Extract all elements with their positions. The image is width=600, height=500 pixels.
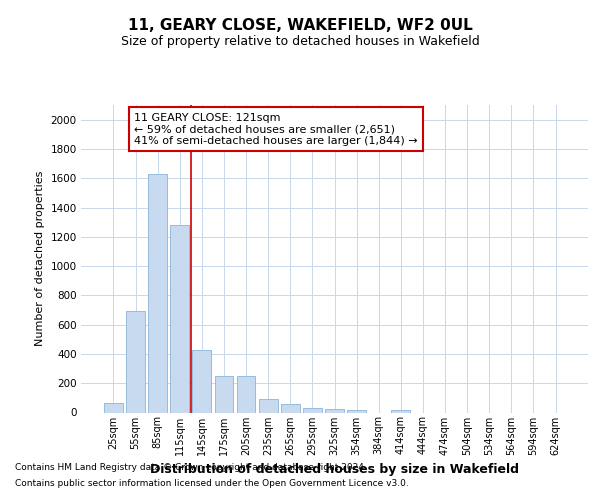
Bar [193,350,211,412]
Bar [236,376,256,412]
Bar [281,404,299,412]
Bar [148,174,167,412]
Bar [303,408,322,412]
Y-axis label: Number of detached properties: Number of detached properties [35,171,45,346]
Text: 11 GEARY CLOSE: 121sqm
← 59% of detached houses are smaller (2,651)
41% of semi-: 11 GEARY CLOSE: 121sqm ← 59% of detached… [134,112,418,146]
Text: 11, GEARY CLOSE, WAKEFIELD, WF2 0UL: 11, GEARY CLOSE, WAKEFIELD, WF2 0UL [128,18,472,32]
Bar [325,409,344,412]
Bar [215,376,233,412]
Text: Size of property relative to detached houses in Wakefield: Size of property relative to detached ho… [121,35,479,48]
Text: Contains public sector information licensed under the Open Government Licence v3: Contains public sector information licen… [15,478,409,488]
Bar [259,400,278,412]
Bar [391,410,410,412]
Bar [347,410,366,412]
Bar [170,225,189,412]
Bar [126,310,145,412]
Text: Contains HM Land Registry data © Crown copyright and database right 2024.: Contains HM Land Registry data © Crown c… [15,464,367,472]
X-axis label: Distribution of detached houses by size in Wakefield: Distribution of detached houses by size … [150,463,519,476]
Bar [104,403,123,412]
